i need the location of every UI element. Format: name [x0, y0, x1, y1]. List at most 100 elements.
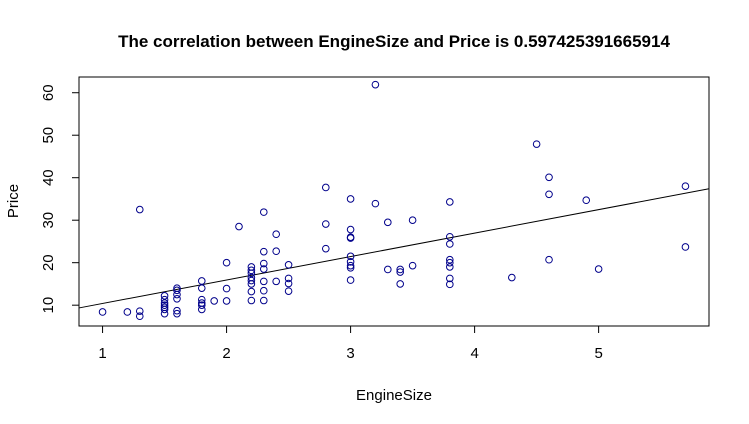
chart-title: The correlation between EngineSize and P… — [118, 32, 670, 51]
data-point — [545, 255, 553, 264]
data-point — [408, 261, 417, 270]
data-point — [408, 216, 417, 224]
data-point — [235, 222, 243, 231]
data-point — [346, 276, 355, 284]
data-point — [259, 286, 268, 295]
data-point — [284, 261, 293, 269]
data-point — [173, 309, 181, 318]
data-point — [173, 284, 181, 292]
data-point — [346, 261, 355, 270]
regression-line-group — [78, 188, 710, 309]
data-point — [272, 277, 280, 286]
y-tick-label: 50 — [40, 127, 57, 144]
data-point — [396, 265, 405, 274]
data-point — [446, 232, 454, 241]
data-point — [284, 287, 293, 295]
data-point — [210, 297, 218, 305]
data-point — [446, 274, 454, 283]
data-point — [173, 286, 181, 295]
y-axis: 10 20 30 40 50 60 — [40, 84, 80, 314]
data-point — [446, 280, 454, 289]
data-point — [545, 190, 553, 199]
data-point — [259, 265, 268, 273]
data-point — [346, 195, 355, 203]
data-point — [247, 266, 256, 275]
x-tick-label: 2 — [222, 345, 230, 362]
data-point — [532, 140, 541, 148]
x-axis-label: EngineSize — [356, 387, 432, 404]
y-tick-label: 20 — [40, 254, 57, 271]
data-point — [371, 199, 380, 208]
data-point — [222, 258, 231, 267]
data-point — [247, 273, 256, 282]
data-point — [681, 243, 690, 251]
data-point — [321, 220, 330, 228]
data-point — [371, 80, 380, 89]
data-point — [160, 303, 169, 312]
data-points — [98, 80, 690, 321]
data-point — [197, 284, 206, 292]
x-tick-label: 4 — [470, 345, 478, 362]
data-point — [160, 301, 169, 309]
data-point — [259, 296, 268, 305]
data-point — [284, 279, 293, 288]
regression-line — [78, 188, 710, 309]
data-point — [197, 295, 206, 304]
y-tick-label: 30 — [40, 212, 57, 229]
data-point — [135, 312, 144, 321]
data-point — [123, 308, 132, 316]
data-point — [98, 308, 107, 316]
data-point — [160, 299, 169, 307]
data-point — [446, 258, 454, 267]
data-point — [446, 240, 454, 248]
data-point — [259, 208, 268, 216]
x-tick-label: 1 — [98, 345, 106, 362]
data-point — [284, 274, 293, 283]
data-point — [272, 247, 280, 256]
data-point — [272, 230, 280, 239]
data-point — [396, 268, 405, 276]
data-point — [321, 244, 330, 253]
data-point — [222, 284, 231, 293]
x-axis: 1 2 3 4 5 — [98, 325, 603, 362]
y-tick-label: 40 — [40, 169, 57, 186]
data-point — [681, 182, 690, 191]
data-point — [222, 297, 231, 305]
data-point — [446, 198, 454, 206]
data-point — [508, 273, 516, 282]
data-point — [160, 295, 169, 304]
data-point — [247, 287, 256, 296]
data-point — [247, 263, 256, 271]
data-point — [346, 225, 355, 234]
data-point — [259, 277, 268, 286]
data-point — [346, 233, 355, 241]
y-axis-label: Price — [5, 184, 22, 218]
x-tick-label: 5 — [594, 345, 602, 362]
data-point — [197, 277, 206, 285]
data-point — [446, 263, 454, 271]
data-point — [346, 258, 355, 266]
data-point — [259, 247, 268, 256]
data-point — [321, 183, 330, 192]
data-point — [197, 301, 206, 309]
data-point — [135, 307, 144, 315]
data-point — [346, 263, 355, 272]
data-point — [259, 259, 268, 268]
data-point — [173, 295, 181, 303]
data-point — [545, 173, 553, 182]
data-point — [197, 299, 206, 307]
data-point — [594, 265, 603, 273]
data-point — [247, 276, 256, 285]
data-point — [446, 255, 454, 264]
data-point — [396, 280, 405, 288]
data-point — [383, 265, 392, 274]
data-point — [173, 306, 181, 315]
x-tick-label: 3 — [346, 345, 354, 362]
data-point — [135, 205, 144, 214]
y-tick-label: 60 — [40, 84, 57, 101]
data-point — [582, 196, 591, 205]
data-point — [346, 252, 355, 261]
y-tick-label: 10 — [40, 297, 57, 314]
data-point — [247, 296, 256, 305]
